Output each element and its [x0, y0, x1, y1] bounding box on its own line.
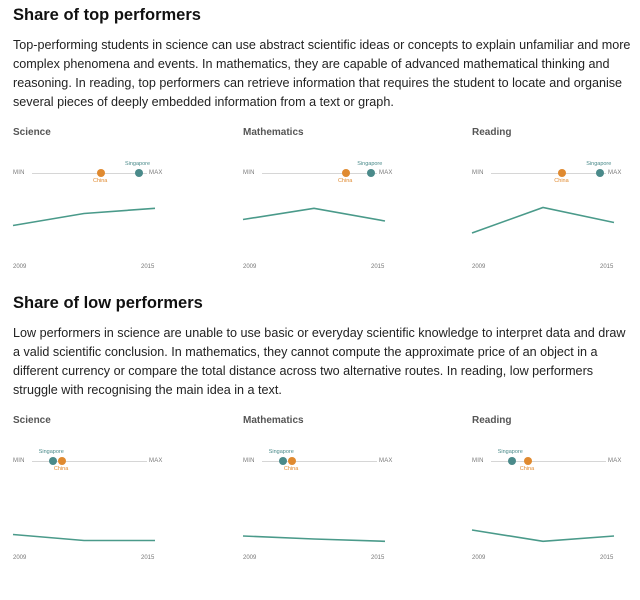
chart-panel: Science MIN MAX Singapore China 2009 2015 [12, 127, 173, 277]
trend-line [471, 529, 615, 543]
year-label-start: 2009 [472, 555, 486, 561]
scale-max-label: MAX [608, 170, 622, 176]
scale-track [32, 461, 147, 462]
scale-min-label: MIN [13, 458, 25, 464]
chart-panel: Reading MIN MAX Singapore China 2009 2015 [471, 415, 632, 575]
singapore-marker [48, 457, 57, 465]
scale-track [262, 461, 377, 462]
singapore-label: Singapore [497, 449, 523, 455]
scale-track [32, 173, 147, 174]
year-label-end: 2015 [141, 264, 155, 270]
scale-max-label: MAX [379, 458, 393, 464]
trend-chart [12, 533, 155, 542]
year-label-start: 2009 [243, 555, 257, 561]
scale-track [262, 173, 377, 174]
trend-line [471, 206, 615, 234]
chart-title: Mathematics [243, 415, 304, 426]
china-label: China [283, 466, 299, 472]
scale-max-label: MAX [379, 170, 393, 176]
year-label-end: 2015 [371, 555, 385, 561]
top-performers-section: Share of top performers Top-performing s… [0, 0, 640, 290]
scale-min-label: MIN [472, 458, 484, 464]
section-description: Low performers in science are unable to … [13, 326, 626, 397]
chart-title: Reading [472, 415, 512, 426]
year-label-end: 2015 [371, 264, 385, 270]
china-marker [287, 457, 296, 465]
trend-line [12, 533, 155, 542]
scale-min-label: MIN [13, 170, 25, 176]
singapore-label: Singapore [357, 161, 383, 167]
year-label-start: 2009 [472, 264, 486, 270]
scale-max-label: MAX [608, 458, 622, 464]
section-title: Share of top performers [13, 6, 201, 24]
trend-chart [471, 529, 615, 543]
china-marker [523, 457, 532, 465]
year-label-end: 2015 [141, 555, 155, 561]
china-marker [558, 169, 567, 177]
singapore-marker [507, 457, 516, 465]
china-label: China [337, 178, 353, 184]
chart-panel: Mathematics MIN MAX Singapore China 2009 2015 [242, 127, 403, 277]
china-label: China [519, 466, 535, 472]
scale-min-label: MIN [472, 170, 484, 176]
scale-track [491, 173, 606, 174]
china-marker [97, 169, 105, 177]
scale-track [491, 461, 606, 462]
trend-line [242, 535, 386, 543]
year-label-start: 2009 [13, 264, 27, 270]
singapore-label: Singapore [124, 161, 151, 167]
section-description: Top-performing students in science can u… [13, 38, 631, 109]
chart-title: Science [13, 415, 51, 426]
low-performers-section: Share of low performers Low performers i… [0, 290, 640, 600]
year-label-start: 2009 [13, 555, 27, 561]
trend-chart [242, 207, 386, 222]
trend-line [12, 207, 156, 227]
chart-panel: Mathematics MIN MAX Singapore China 2009 2015 [242, 415, 403, 575]
singapore-label: Singapore [586, 161, 612, 167]
singapore-marker [134, 169, 143, 177]
trend-chart [242, 535, 386, 543]
china-marker [57, 457, 66, 465]
chart-panel: Reading MIN MAX Singapore China 2009 2015 [471, 127, 632, 277]
china-label: China [554, 178, 569, 184]
trend-line [242, 207, 386, 222]
china-marker [341, 169, 350, 177]
scale-min-label: MIN [243, 170, 255, 176]
singapore-label: Singapore [268, 449, 294, 455]
year-label-end: 2015 [600, 555, 614, 561]
year-label-start: 2009 [243, 264, 257, 270]
chart-panel: Science MIN MAX Singapore China 2009 2015 [12, 415, 173, 575]
year-label-end: 2015 [600, 264, 614, 270]
scale-max-label: MAX [149, 458, 163, 464]
china-label: China [53, 466, 69, 472]
singapore-marker [367, 169, 376, 177]
china-label: China [93, 178, 108, 184]
scale-min-label: MIN [243, 458, 255, 464]
chart-title: Reading [472, 127, 512, 138]
scale-max-label: MAX [149, 170, 163, 176]
section-title: Share of low performers [13, 294, 203, 312]
trend-chart [12, 207, 156, 227]
singapore-label: Singapore [38, 449, 64, 455]
singapore-marker [596, 169, 605, 177]
trend-chart [471, 206, 615, 234]
singapore-marker [278, 457, 287, 465]
chart-title: Mathematics [243, 127, 304, 138]
chart-title: Science [13, 127, 51, 138]
